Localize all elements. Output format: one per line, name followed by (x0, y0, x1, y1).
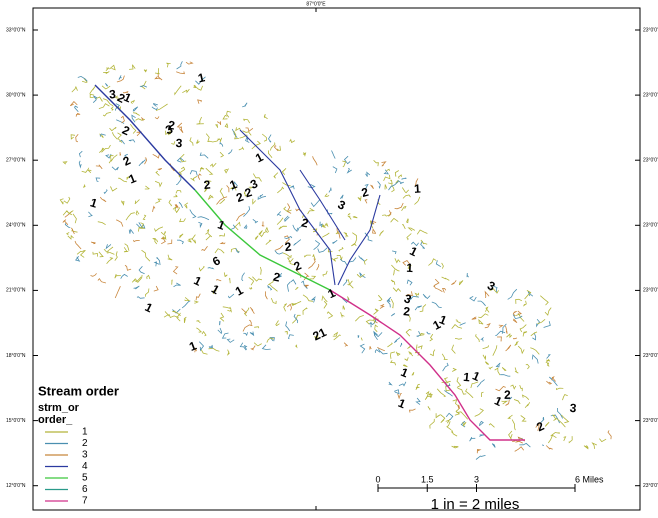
map: 1213211231221132112132112612312113212112… (0, 0, 658, 518)
scale-tick-label: 6 Miles (575, 474, 604, 484)
stream-label: 2 (504, 388, 511, 402)
latitude-label: 23°0'0"E (643, 353, 658, 359)
scale-tick-label: 1.5 (421, 474, 434, 484)
latitude-label: 23°0'0"E (643, 27, 658, 33)
scale-tick-label: 0 (375, 474, 380, 484)
latitude-label: 24°0'0"N (6, 223, 26, 229)
stream-label: 3 (109, 87, 117, 101)
legend-label: 1 (82, 427, 88, 438)
stream-label: 1 (406, 261, 414, 275)
latitude-label: 23°0'0"E (643, 483, 658, 489)
scale-text: 1 in = 2 miles (431, 496, 520, 513)
legend-title: Stream order (38, 383, 119, 398)
page: {"map": { "top_label": "87°0'0\"E", "lef… (0, 0, 658, 518)
latitude-label: 12°0'0"N (6, 483, 26, 489)
scale-tick-label: 3 (474, 474, 479, 484)
latitude-label: 33°0'0"N (6, 27, 26, 33)
latitude-label: 23°0'0"E (643, 288, 658, 294)
stream-label: 3 (175, 136, 183, 150)
map-frame (33, 8, 640, 510)
stream-label: 1 (414, 182, 422, 196)
longitude-label: 87°0'0"E (306, 1, 326, 7)
legend-label: 7 (82, 496, 88, 507)
legend-label: 5 (82, 473, 88, 484)
stream (358, 335, 359, 337)
latitude-label: 21°0'0"N (6, 288, 26, 294)
latitude-label: 18°0'0"N (6, 353, 26, 359)
latitude-label: 27°0'0"N (6, 158, 26, 164)
stream (197, 124, 204, 125)
legend-label: 6 (82, 484, 88, 495)
latitude-label: 15°0'0"N (6, 418, 26, 424)
legend-label: 4 (82, 461, 88, 472)
legend-label: 2 (82, 438, 88, 449)
latitude-label: 23°0'0"E (643, 92, 658, 98)
latitude-label: 23°0'0"E (643, 223, 658, 229)
legend-subfield: order_ (38, 414, 73, 426)
stream (220, 321, 221, 325)
latitude-label: 23°0'0"E (643, 418, 658, 424)
legend-field: strm_or (38, 402, 80, 414)
latitude-label: 30°0'0"N (6, 92, 26, 98)
legend-label: 3 (82, 450, 88, 461)
latitude-label: 23°0'0"E (643, 158, 658, 164)
